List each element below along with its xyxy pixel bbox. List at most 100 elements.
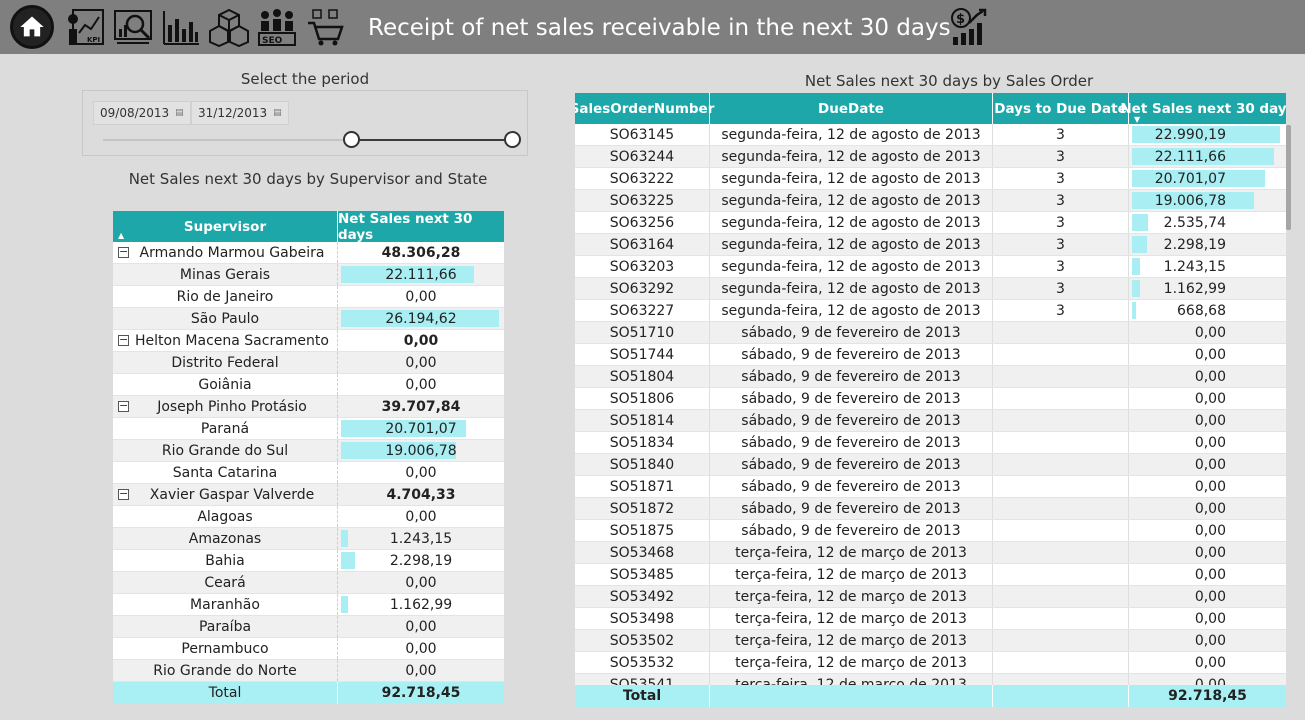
data-bar [341,596,348,613]
column-header-order-number[interactable]: SalesOrderNumber [575,93,714,124]
bar-chart-nav-button[interactable] [160,6,202,48]
collapse-icon[interactable]: − [118,399,129,412]
state-row[interactable]: Goiânia 0,00 [113,374,504,396]
table-row[interactable]: SO63244 segunda-feira, 12 de agosto de 20… [575,146,1286,168]
order-number-cell: SO51806 [575,388,710,409]
table-row[interactable]: SO53532 terça-feira, 12 de março de 2013 0… [575,652,1286,674]
analysis-icon [114,10,152,44]
slider-track[interactable] [103,139,513,141]
supervisor-name: Joseph Pinho Protásio [157,398,307,415]
net-sales-cell: 0,00 [1194,390,1226,407]
money-growth-icon: $ [951,8,987,45]
seo-nav-button[interactable]: SEO [256,6,298,48]
state-row[interactable]: Distrito Federal 0,00 [113,352,504,374]
cart-nav-button[interactable] [304,6,346,48]
column-header-net-sales[interactable]: Net Sales next 30 days ▼ [1120,100,1286,125]
state-row[interactable]: Rio Grande do Sul 19.006,78 [113,440,504,462]
table-header: SalesOrderNumber DueDate Days to Due Dat… [575,93,1286,124]
table-row[interactable]: SO63225 segunda-feira, 12 de agosto de 20… [575,190,1286,212]
net-sales-cell: 0,00 [1194,522,1226,539]
kpi-nav-button[interactable]: KPI [64,6,106,48]
table-row[interactable]: SO63256 segunda-feira, 12 de agosto de 20… [575,212,1286,234]
table-row[interactable]: SO51875 sábado, 9 de fevereiro de 2013 0,0… [575,520,1286,542]
supervisor-row[interactable]: − Joseph Pinho Protásio 39.707,84 [113,396,504,418]
end-date-input[interactable]: 31/12/2013 ▤ [191,101,289,125]
due-date-cell: terça-feira, 12 de março de 2013 [710,674,993,685]
state-row[interactable]: Minas Gerais 22.111,66 [113,264,504,286]
state-row[interactable]: Pernambuco 0,00 [113,638,504,660]
state-row[interactable]: Rio Grande do Norte 0,00 [113,660,504,682]
cart-icon [308,9,344,46]
state-row[interactable]: Bahia 2.298,19 [113,550,504,572]
start-date-input[interactable]: 09/08/2013 ▤ [93,101,191,125]
table-row[interactable]: SO51814 sábado, 9 de fevereiro de 2013 0,0… [575,410,1286,432]
order-number-cell: SO51814 [575,410,710,431]
state-row[interactable]: Paraíba 0,00 [113,616,504,638]
supervisor-state-matrix: Supervisor ▲ Net Sales next 30 days − Arm… [113,211,504,704]
date-range-slicer: 09/08/2013 ▤ 31/12/2013 ▤ [82,90,528,156]
table-row[interactable]: SO51871 sábado, 9 de fevereiro de 2013 0,0… [575,476,1286,498]
table-row[interactable]: SO63222 segunda-feira, 12 de agosto de 20… [575,168,1286,190]
calendar-icon[interactable]: ▤ [273,108,282,118]
state-row[interactable]: Santa Catarina 0,00 [113,462,504,484]
order-number-cell: SO53541 [575,674,710,685]
supervisor-row[interactable]: − Armando Marmou Gabeira 48.306,28 [113,242,504,264]
table-row[interactable]: SO51804 sábado, 9 de fevereiro de 2013 0,0… [575,366,1286,388]
state-row[interactable]: Rio de Janeiro 0,00 [113,286,504,308]
table-row[interactable]: SO63145 segunda-feira, 12 de agosto de 20… [575,124,1286,146]
column-header-days-to-due[interactable]: Days to Due Date [993,93,1129,124]
state-row[interactable]: Maranhão 1.162,99 [113,594,504,616]
column-header-due-date[interactable]: DueDate [710,93,993,124]
table-row[interactable]: SO53541 terça-feira, 12 de março de 2013 0… [575,674,1286,685]
state-row[interactable]: Paraná 20.701,07 [113,418,504,440]
table-row[interactable]: SO63203 segunda-feira, 12 de agosto de 20… [575,256,1286,278]
table-row[interactable]: SO51840 sábado, 9 de fevereiro de 2013 0,0… [575,454,1286,476]
bar-chart-icon [163,11,199,45]
table-row[interactable]: SO51710 sábado, 9 de fevereiro de 2013 0,0… [575,322,1286,344]
days-to-due-cell [993,344,1129,365]
column-header-net-sales[interactable]: Net Sales next 30 days [338,210,473,243]
state-row[interactable]: Amazonas 1.243,15 [113,528,504,550]
total-value: 92.718,45 [381,685,461,701]
table-row[interactable]: SO51744 sábado, 9 de fevereiro de 2013 0,0… [575,344,1286,366]
table-row[interactable]: SO53492 terça-feira, 12 de março de 2013 0… [575,586,1286,608]
state-row[interactable]: Ceará 0,00 [113,572,504,594]
table-row[interactable]: SO63164 segunda-feira, 12 de agosto de 20… [575,234,1286,256]
supervisor-name: Helton Macena Sacramento [135,332,329,349]
order-number-cell: SO53498 [575,608,710,629]
collapse-icon[interactable]: − [118,245,129,258]
slider-start-handle[interactable] [343,131,360,148]
state-row[interactable]: Alagoas 0,00 [113,506,504,528]
state-row[interactable]: São Paulo 26.194,62 [113,308,504,330]
due-date-cell: segunda-feira, 12 de agosto de 2013 [710,146,993,167]
table-row[interactable]: SO51872 sábado, 9 de fevereiro de 2013 0,0… [575,498,1286,520]
supervisor-row[interactable]: − Xavier Gaspar Valverde 4.704,33 [113,484,504,506]
end-date-value: 31/12/2013 [198,106,268,120]
table-body[interactable]: SO63145 segunda-feira, 12 de agosto de 20… [575,124,1286,685]
products-nav-button[interactable] [208,6,250,48]
table-row[interactable]: SO53498 terça-feira, 12 de março de 2013 0… [575,608,1286,630]
slider-end-handle[interactable] [504,131,521,148]
home-button[interactable] [10,5,54,49]
table-row[interactable]: SO53468 terça-feira, 12 de março de 2013 0… [575,542,1286,564]
table-row[interactable]: SO63227 segunda-feira, 12 de agosto de 20… [575,300,1286,322]
calendar-icon[interactable]: ▤ [175,108,184,118]
collapse-icon[interactable]: − [118,333,129,346]
table-scrollbar[interactable] [1286,125,1291,230]
analysis-nav-button[interactable] [112,6,154,48]
order-number-cell: SO63222 [575,168,710,189]
order-number-cell: SO63256 [575,212,710,233]
supervisor-row[interactable]: − Helton Macena Sacramento 0,00 [113,330,504,352]
column-header-supervisor[interactable]: Supervisor ▲ [113,211,338,242]
table-row[interactable]: SO51834 sábado, 9 de fevereiro de 2013 0,0… [575,432,1286,454]
collapse-icon[interactable]: − [118,487,129,500]
table-row[interactable]: SO53485 terça-feira, 12 de março de 2013 0… [575,564,1286,586]
table-row[interactable]: SO51806 sábado, 9 de fevereiro de 2013 0,0… [575,388,1286,410]
total-empty-cell [710,685,993,707]
state-name: Rio de Janeiro [176,288,274,305]
due-date-cell: segunda-feira, 12 de agosto de 2013 [710,124,993,145]
table-row[interactable]: SO63292 segunda-feira, 12 de agosto de 20… [575,278,1286,300]
supervisor-name: Armando Marmou Gabeira [139,244,325,261]
net-sales-cell: 0,00 [1194,610,1226,627]
table-row[interactable]: SO53502 terça-feira, 12 de março de 2013 0… [575,630,1286,652]
